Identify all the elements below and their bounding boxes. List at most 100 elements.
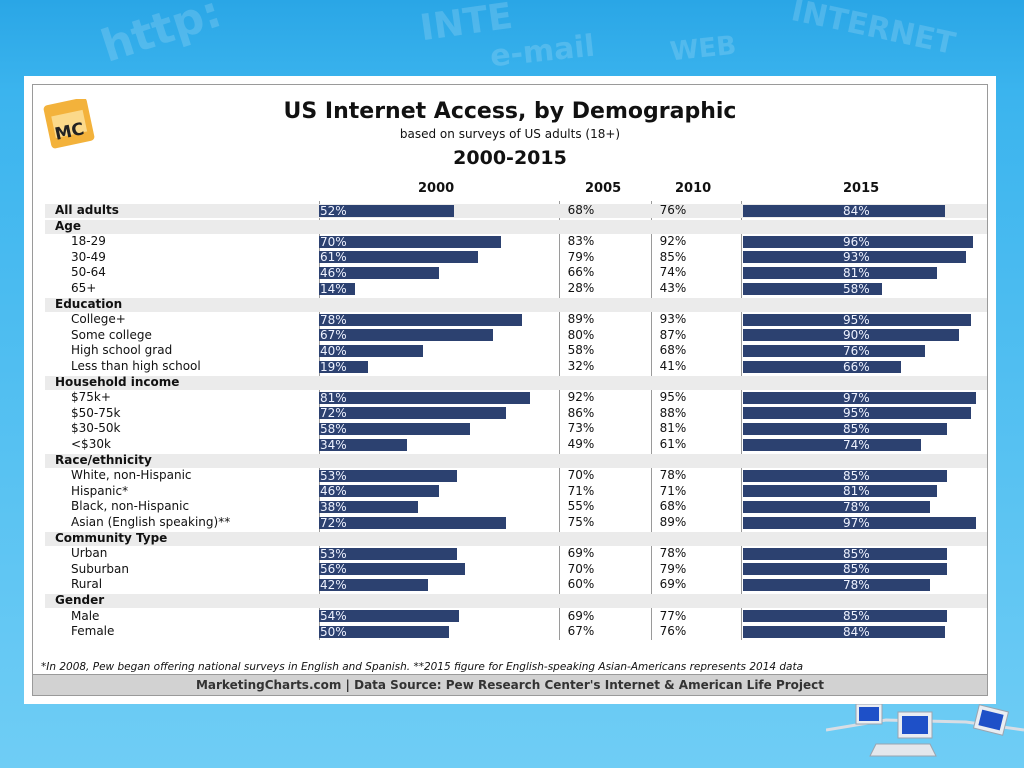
group-label: Race/ethnicity [55, 452, 152, 467]
group-label: Community Type [55, 530, 168, 545]
bar-label-2000: 14% [320, 281, 347, 296]
bar-2000: 46% [319, 484, 439, 499]
row-label: Suburban [71, 561, 129, 576]
row-label: Urban [71, 546, 108, 561]
bar-2000: 42% [319, 578, 428, 592]
value-2005: 92% [567, 390, 595, 405]
value-2005: 79% [567, 249, 595, 264]
value-2005: 60% [567, 577, 595, 592]
bar-2000: 52% [319, 203, 454, 218]
bar-2015: 85% [743, 469, 947, 483]
bar-label-2000: 67% [320, 328, 347, 343]
bar-label-2015: 84% [843, 624, 870, 639]
bar-label-2015: 95% [843, 406, 870, 421]
value-2005: 67% [567, 624, 595, 639]
value-2005: 28% [567, 281, 595, 295]
bar-label-2000: 46% [320, 484, 347, 499]
row-label: Hispanic* [71, 483, 129, 498]
bar-2000: 46% [319, 266, 439, 280]
bar-label-2000: 40% [320, 343, 347, 358]
row-label: <$30k [71, 437, 111, 451]
value-2005: 75% [567, 515, 595, 529]
column-header-2010: 2010 [675, 181, 712, 196]
bar-2015: 95% [743, 406, 971, 421]
bar-2000: 78% [319, 312, 522, 327]
row-label: High school grad [71, 343, 173, 358]
slide: MC US Internet Access, by Demographic ba… [24, 76, 996, 704]
bar-label-2015: 78% [843, 499, 870, 514]
value-2005: 66% [567, 265, 595, 280]
bar-2015: 90% [743, 328, 959, 342]
bar-2015: 58% [743, 281, 882, 296]
value-2010: 79% [659, 561, 687, 576]
source-footer: MarketingCharts.com | Data Source: Pew R… [33, 674, 987, 695]
value-2010: 43% [659, 281, 687, 295]
group-label: Household income [55, 374, 180, 389]
bar-2000: 40% [319, 343, 423, 358]
column-divider [559, 201, 560, 640]
value-2005: 73% [567, 421, 595, 436]
bar-2000: 34% [319, 438, 407, 452]
bar-label-2000: 61% [320, 250, 347, 265]
bar-label-2000: 81% [320, 390, 347, 405]
value-2005: 89% [567, 312, 595, 327]
row-label: 18-29 [71, 234, 106, 249]
bar-label-2015: 78% [843, 577, 870, 592]
chart-subtitle: based on surveys of US adults (18+) [399, 127, 621, 141]
value-2005: 83% [567, 234, 595, 249]
bar-label-2015: 58% [843, 281, 870, 296]
column-divider [319, 201, 320, 640]
background-word: WEB [668, 30, 738, 68]
bar-2015: 78% [743, 577, 930, 592]
bar-2015: 85% [743, 547, 947, 561]
bar-label-2015: 93% [843, 250, 870, 265]
bar-2015: 78% [743, 499, 930, 514]
bar-label-2015: 97% [843, 390, 870, 405]
value-2005: 69% [567, 546, 595, 561]
value-2010: 74% [659, 265, 687, 280]
value-2010: 71% [659, 483, 687, 498]
group-row-background [45, 219, 987, 234]
bar-label-2000: 38% [320, 499, 347, 514]
value-2010: 41% [659, 359, 687, 373]
bar-label-2000: 52% [320, 203, 347, 218]
bar-2000: 50% [319, 624, 449, 639]
row-label: White, non-Hispanic [71, 468, 192, 483]
bar-2000: 38% [319, 499, 418, 514]
row-label: 30-49 [71, 249, 106, 264]
bar-label-2000: 53% [320, 546, 347, 561]
row-label: $30-50k [71, 421, 121, 436]
value-2010: 77% [659, 608, 687, 623]
value-2005: 68% [567, 203, 595, 217]
bar-label-2015: 74% [843, 437, 870, 452]
chart-frame: MC US Internet Access, by Demographic ba… [32, 84, 988, 696]
bar-label-2015: 66% [843, 359, 870, 374]
value-2005: 71% [567, 483, 595, 498]
value-2010: 68% [659, 343, 687, 358]
bar-label-2000: 78% [320, 312, 347, 327]
bar-label-2000: 50% [320, 624, 347, 639]
row-label: College+ [71, 312, 126, 327]
value-2010: 88% [659, 405, 687, 420]
value-2010: 85% [659, 249, 687, 264]
column-header-2015: 2015 [843, 181, 880, 196]
value-2010: 69% [659, 577, 687, 592]
group-row-background [45, 297, 987, 312]
bar-2000: 58% [319, 422, 470, 436]
bar-2015: 85% [743, 609, 947, 623]
row-label: 65+ [71, 281, 97, 295]
chart-title: US Internet Access, by Demographic [283, 99, 737, 124]
column-divider [651, 201, 652, 640]
bar-2000: 14% [319, 281, 355, 296]
bar-2000: 56% [319, 562, 465, 576]
bar-2015: 76% [743, 344, 925, 358]
row-label: Less than high school [71, 359, 201, 373]
bar-label-2015: 96% [843, 234, 870, 249]
value-2005: 49% [567, 437, 595, 451]
row-label: $75k+ [71, 390, 111, 405]
value-2010: 87% [659, 327, 687, 342]
bar-label-2000: 53% [320, 468, 347, 483]
bar-2000: 53% [319, 468, 457, 483]
row-label: Male [71, 608, 100, 623]
